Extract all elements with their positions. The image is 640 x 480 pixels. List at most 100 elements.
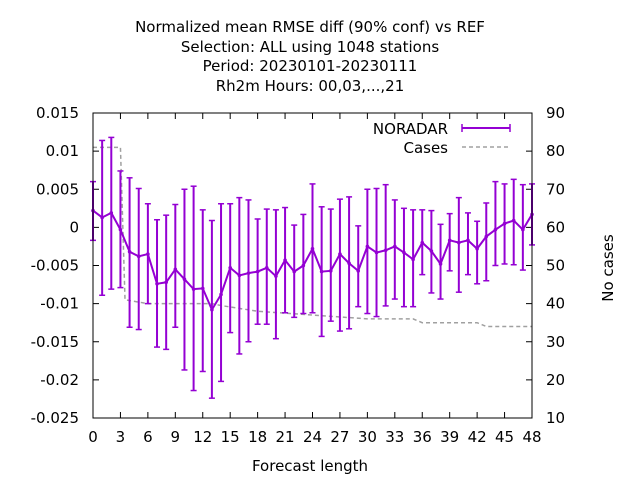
- noradar-point: [301, 263, 306, 268]
- y-tick-label: 0.01: [46, 142, 79, 160]
- x-tick-label: 12: [193, 428, 212, 446]
- noradar-point: [173, 267, 178, 272]
- noradar-point: [164, 280, 168, 285]
- y2-tick-label: 90: [546, 104, 565, 122]
- noradar-point: [219, 292, 223, 297]
- legend-label-noradar: NORADAR: [373, 120, 448, 138]
- error-bar: [391, 199, 398, 300]
- x-tick-label: 39: [440, 428, 459, 446]
- error-bar: [492, 180, 499, 267]
- y2-tick-label: 10: [546, 409, 565, 427]
- noradar-point: [255, 269, 260, 274]
- noradar-point: [429, 249, 434, 253]
- error-bar: [172, 203, 179, 329]
- noradar-point: [155, 282, 159, 286]
- noradar-point: [447, 238, 452, 243]
- noradar-point: [310, 246, 315, 251]
- noradar-point: [438, 262, 443, 266]
- x-tick-label: 33: [385, 428, 404, 446]
- x-tick-label: 9: [171, 428, 181, 446]
- noradar-point: [237, 273, 242, 278]
- noradar-point: [274, 274, 278, 278]
- error-bar: [327, 208, 334, 322]
- noradar-point: [347, 261, 351, 266]
- error-bar: [336, 198, 343, 332]
- legend: NORADAR Cases: [373, 120, 511, 157]
- noradar-point: [493, 227, 498, 232]
- chart-title: Normalized mean RMSE diff (90% conf) vs …: [135, 18, 485, 95]
- noradar-point: [393, 244, 397, 249]
- error-bar: [483, 202, 490, 282]
- noradar-point: [521, 227, 525, 232]
- noradar-error-bars: [90, 136, 535, 399]
- noradar-point: [374, 250, 379, 255]
- noradar-series: [91, 208, 534, 312]
- noradar-point: [511, 218, 516, 223]
- x-tick-label: 45: [495, 428, 514, 446]
- noradar-point: [109, 211, 114, 215]
- title-line-4: Rh2m Hours: 00,03,...,21: [216, 77, 405, 95]
- y-tick-label: 0.005: [36, 180, 79, 198]
- noradar-point: [402, 250, 406, 255]
- x-tick-label: 30: [358, 428, 377, 446]
- x-tick-label: 42: [468, 428, 487, 446]
- noradar-point: [328, 269, 333, 273]
- y-tick-label: -0.005: [31, 257, 79, 275]
- noradar-point: [319, 269, 324, 274]
- noradar-point: [365, 244, 370, 249]
- x-tick-label: 3: [116, 428, 126, 446]
- noradar-point: [383, 248, 388, 253]
- noradar-point: [502, 221, 507, 226]
- noradar-point: [264, 265, 269, 270]
- x-tick-label: 21: [276, 428, 295, 446]
- title-line-1: Normalized mean RMSE diff (90% conf) vs …: [135, 18, 485, 36]
- x-tick-label: 18: [248, 428, 267, 446]
- title-line-3: Period: 20230101-20230111: [203, 57, 418, 75]
- noradar-point: [356, 269, 361, 273]
- error-bar: [474, 220, 481, 285]
- y-tick-label: -0.025: [31, 409, 79, 427]
- tick-layer: 0 3 6 9 12 15 18 21 24 27 30 33 36 39 42 45 480.0150.010…: [31, 104, 565, 446]
- y2-axis-label: No cases: [599, 234, 617, 302]
- error-bar: [364, 188, 371, 315]
- x-tick-label: 36: [413, 428, 432, 446]
- y2-tick-label: 20: [546, 371, 565, 389]
- noradar-point: [100, 215, 104, 220]
- y-tick-label: -0.02: [40, 371, 79, 389]
- y-tick-label: 0: [69, 218, 79, 236]
- plot-frame: [92, 112, 533, 419]
- noradar-point: [118, 227, 123, 232]
- error-bar: [400, 207, 407, 308]
- error-bar: [519, 183, 526, 271]
- noradar-point: [338, 252, 342, 256]
- y-tick-label: -0.015: [31, 333, 79, 351]
- error-bar: [455, 196, 462, 293]
- x-tick-label: 15: [221, 428, 240, 446]
- noradar-point: [283, 258, 287, 262]
- noradar-point: [136, 254, 141, 259]
- y2-tick-label: 50: [546, 257, 565, 275]
- noradar-point: [466, 238, 470, 243]
- noradar-point: [228, 265, 232, 270]
- y2-tick-label: 80: [546, 142, 565, 160]
- y2-tick-label: 30: [546, 333, 565, 351]
- y-tick-label: -0.01: [40, 295, 79, 313]
- noradar-point: [411, 257, 415, 262]
- noradar-point: [182, 277, 187, 282]
- noradar-point: [475, 246, 479, 251]
- noradar-point: [292, 269, 297, 274]
- error-bar: [245, 199, 252, 343]
- noradar-point: [146, 252, 150, 256]
- y2-tick-label: 40: [546, 295, 565, 313]
- error-bar: [135, 187, 142, 331]
- noradar-point: [210, 307, 214, 312]
- noradar-point: [484, 234, 489, 239]
- x-tick-label: 27: [330, 428, 349, 446]
- y-tick-label: 0.015: [36, 104, 79, 122]
- x-tick-label: 48: [522, 428, 541, 446]
- error-bar: [464, 212, 471, 276]
- y2-tick-label: 60: [546, 218, 565, 236]
- noradar-point: [246, 271, 251, 275]
- noradar-point: [127, 249, 132, 254]
